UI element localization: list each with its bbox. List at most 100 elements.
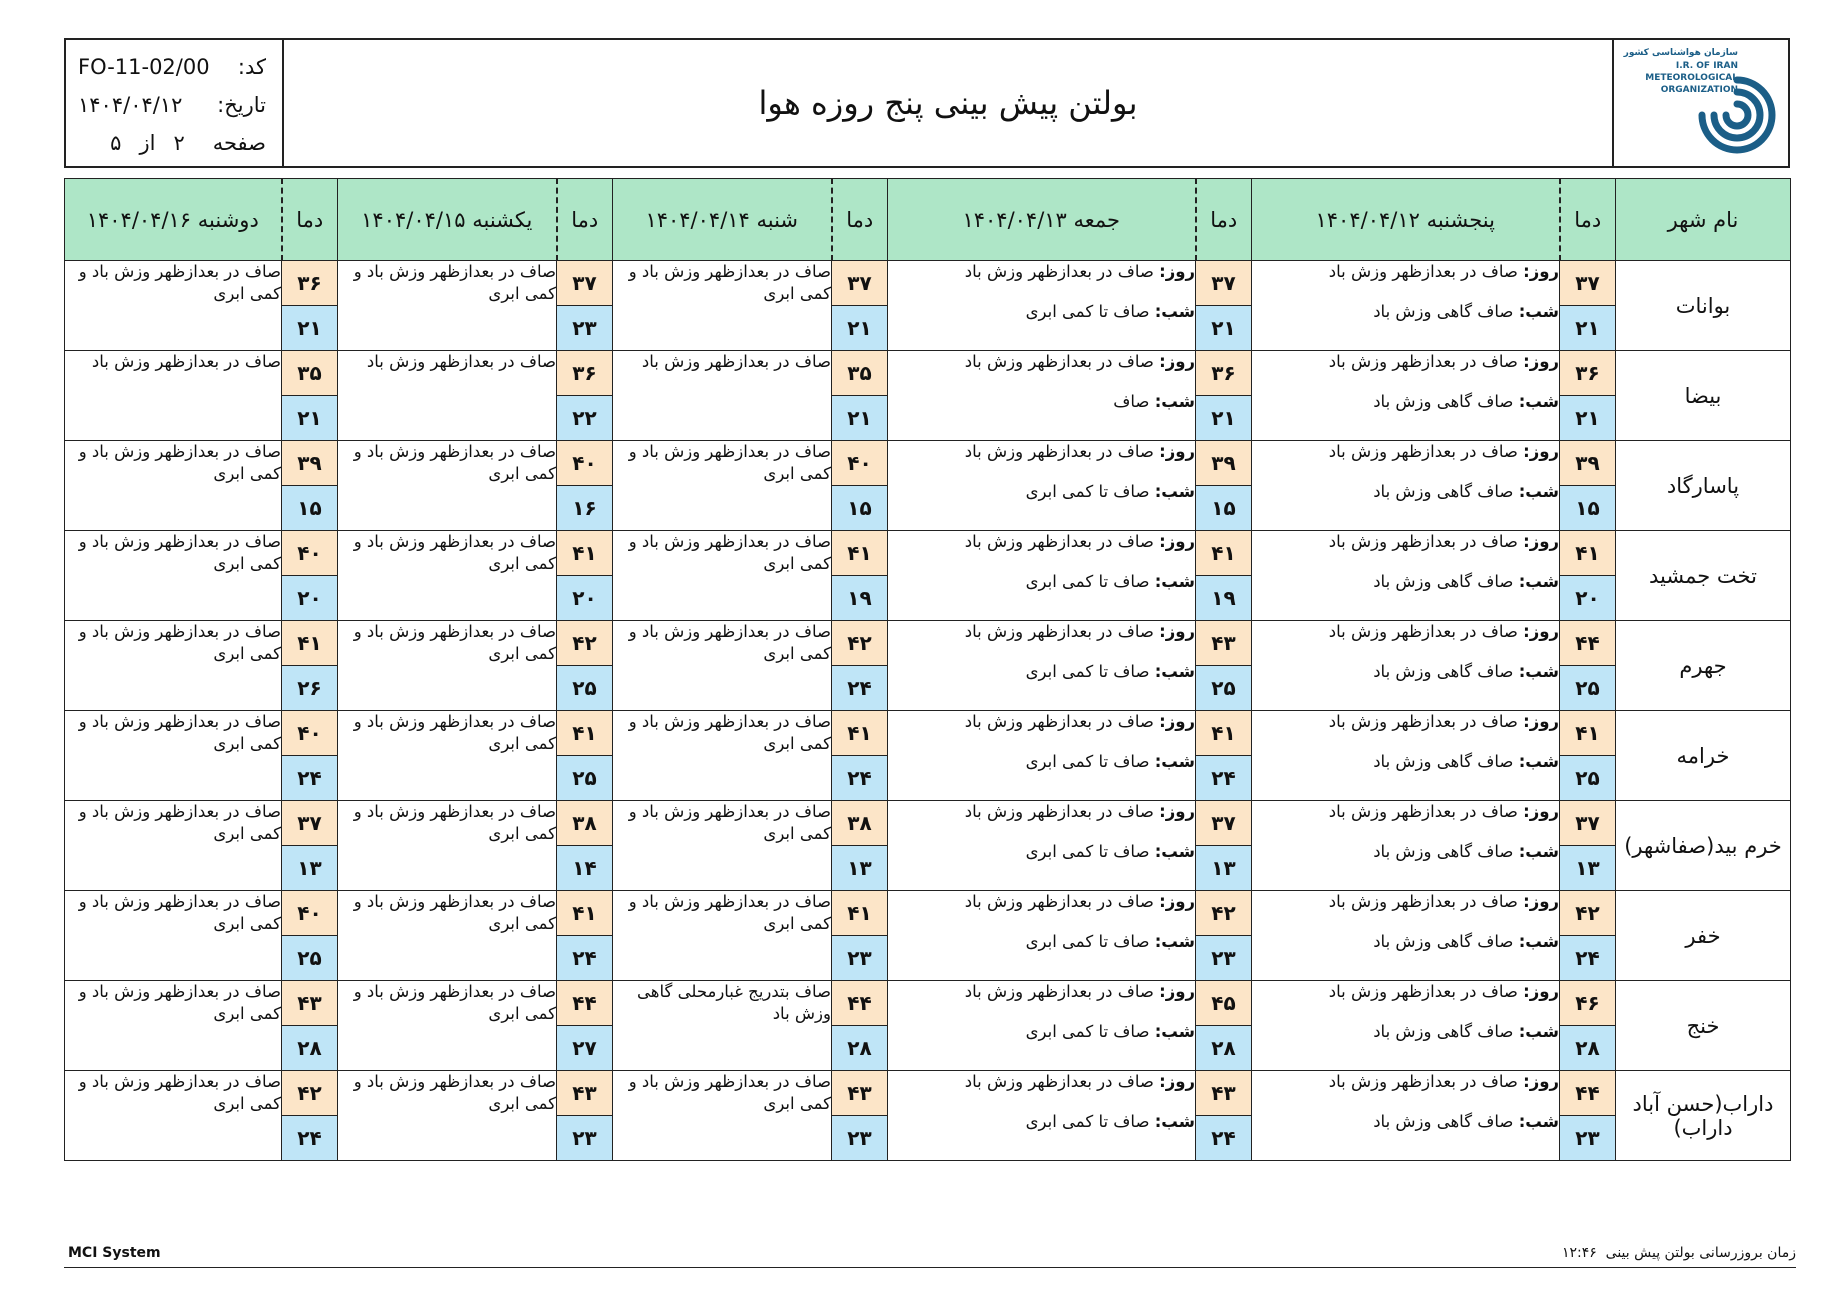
night-label: شب: (1154, 662, 1195, 681)
day-label: روز: (1159, 802, 1195, 821)
forecast-desc-cell: صاف در بعدازظهر وزش باد و کمی ابری (64, 710, 282, 801)
night-forecast: شب: صاف گاهی وزش باد (1252, 931, 1559, 953)
temp-max: ۴۰ (282, 711, 337, 756)
night-forecast: شب: صاف تا کمی ابری (888, 841, 1195, 863)
night-forecast: شب: صاف گاهی وزش باد (1252, 841, 1559, 863)
table-row: خنج ۴۶ ۲۸ روز: صاف در بعدازظهر وزش باد شب: ص… (64, 980, 1791, 1071)
city-name: داراب(حسن آباد داراب) (1632, 1091, 1774, 1140)
temp-max: ۴۱ (1560, 531, 1615, 576)
temp-min: ۱۳ (832, 846, 887, 890)
forecast-desc-cell: صاف در بعدازظهر وزش باد و کمی ابری (337, 440, 557, 531)
temp-max: ۴۲ (557, 621, 612, 666)
temp-min: ۲۱ (1560, 306, 1615, 350)
forecast-desc-cell: روز: صاف در بعدازظهر وزش باد شب: صاف گاهی… (1251, 530, 1560, 621)
forecast-desc-cell: روز: صاف در بعدازظهر وزش باد شب: صاف تا ک… (887, 260, 1196, 351)
temp-max: ۴۴ (557, 981, 612, 1026)
temp-max: ۴۰ (557, 441, 612, 486)
page-total: ۵ (110, 131, 122, 155)
temp-max: ۳۷ (832, 261, 887, 306)
temp-cell: ۴۲ ۲۴ (831, 620, 888, 711)
temp-cell: ۴۴ ۲۵ (1559, 620, 1616, 711)
temp-cell: ۳۷ ۲۱ (1195, 260, 1252, 351)
code-value: FO-11-02/00 (78, 55, 210, 79)
temp-cell: ۳۷ ۲۳ (556, 260, 613, 351)
temp-max: ۳۷ (1196, 261, 1251, 306)
temp-min: ۱۵ (282, 486, 337, 530)
forecast-desc-cell: روز: صاف در بعدازظهر وزش باد شب: صاف تا ک… (887, 440, 1196, 531)
city-name: خرم بید(صفاشهر) (1624, 833, 1782, 858)
day-forecast: روز: صاف در بعدازظهر وزش باد (888, 441, 1195, 481)
temp-cell: ۴۱ ۲۴ (1195, 710, 1252, 801)
forecast-text: صاف در بعدازظهر وزش باد و کمی ابری (78, 442, 281, 483)
day-label: روز: (1159, 532, 1195, 551)
temp-cell: ۴۲ ۲۵ (556, 620, 613, 711)
spiral-logo-icon (1698, 76, 1776, 154)
temp-min: ۲۳ (1560, 1116, 1615, 1160)
day-text: صاف در بعدازظهر وزش باد (1328, 352, 1518, 371)
night-label: شب: (1518, 842, 1559, 861)
table-row: بیضا ۳۶ ۲۱ روز: صاف در بعدازظهر وزش باد شب: … (64, 350, 1791, 441)
temp-max: ۳۷ (282, 801, 337, 846)
temp-max: ۳۵ (282, 351, 337, 396)
day-text: صاف در بعدازظهر وزش باد (1328, 442, 1518, 461)
night-text: صاف گاهی وزش باد (1373, 482, 1514, 501)
city-name-cell: داراب(حسن آباد داراب) (1615, 1070, 1791, 1161)
temp-cell: ۴۱ ۲۰ (556, 530, 613, 621)
forecast-text: صاف در بعدازظهر وزش باد و کمی ابری (78, 892, 281, 933)
temp-cell: ۴۱ ۲۶ (281, 620, 338, 711)
table-row: خرامه ۴۱ ۲۵ روز: صاف در بعدازظهر وزش باد شب:… (64, 710, 1791, 801)
temp-max: ۴۳ (1196, 621, 1251, 666)
day-text: صاف در بعدازظهر وزش باد (964, 262, 1154, 281)
temp-min: ۱۶ (557, 486, 612, 530)
night-label: شب: (1518, 1112, 1559, 1131)
night-text: صاف گاهی وزش باد (1373, 842, 1514, 861)
temp-min: ۲۵ (282, 936, 337, 980)
temp-max: ۴۱ (1560, 711, 1615, 756)
temp-cell: ۴۱ ۲۰ (1559, 530, 1616, 621)
footer-system: MCI System (68, 1245, 161, 1261)
day-forecast: روز: صاف در بعدازظهر وزش باد (1252, 801, 1559, 841)
temp-max: ۴۲ (282, 1071, 337, 1116)
temp-max: ۳۸ (557, 801, 612, 846)
date-value: ۱۴۰۴/۰۴/۱۲ (78, 93, 183, 117)
day-forecast: روز: صاف در بعدازظهر وزش باد (1252, 531, 1559, 571)
forecast-text: صاف بتدریج غبارمحلی گاهی وزش باد (637, 982, 831, 1023)
temp-min: ۲۳ (832, 1116, 887, 1160)
forecast-desc-cell: صاف در بعدازظهر وزش باد و کمی ابری (337, 800, 557, 891)
forecast-text: صاف در بعدازظهر وزش باد و کمی ابری (353, 442, 556, 483)
col-day-4: یکشنبه ۱۴۰۴/۰۴/۱۵ (337, 178, 557, 261)
temp-cell: ۴۳ ۲۴ (1195, 1070, 1252, 1161)
temp-min: ۱۳ (1560, 846, 1615, 890)
city-name: خفر (1685, 923, 1721, 948)
forecast-desc-cell: صاف در بعدازظهر وزش باد و کمی ابری (337, 260, 557, 351)
forecast-text: صاف در بعدازظهر وزش باد و کمی ابری (78, 1072, 281, 1113)
temp-min: ۲۶ (282, 666, 337, 710)
temp-min: ۲۱ (1196, 306, 1251, 350)
temp-cell: ۳۶ ۲۱ (281, 260, 338, 351)
day-text: صاف در بعدازظهر وزش باد (1328, 262, 1518, 281)
day-forecast: روز: صاف در بعدازظهر وزش باد (1252, 1071, 1559, 1111)
temp-max: ۴۶ (1560, 981, 1615, 1026)
city-name-cell: خرم بید(صفاشهر) (1615, 800, 1791, 891)
temp-max: ۳۶ (1560, 351, 1615, 396)
city-name: خرامه (1676, 743, 1730, 768)
forecast-text: صاف در بعدازظهر وزش باد (91, 352, 281, 371)
night-label: شب: (1518, 572, 1559, 591)
temp-cell: ۳۶ ۲۱ (1559, 350, 1616, 441)
temp-cell: ۳۸ ۱۴ (556, 800, 613, 891)
night-label: شب: (1518, 932, 1559, 951)
forecast-desc-cell: صاف در بعدازظهر وزش باد و کمی ابری (64, 980, 282, 1071)
temp-min: ۲۵ (1560, 756, 1615, 800)
forecast-text: صاف در بعدازظهر وزش باد و کمی ابری (78, 262, 281, 303)
city-name-cell: جهرم (1615, 620, 1791, 711)
organization-logo: سازمان هواشناسی کشور I.R. OF IRAN METEOR… (1612, 40, 1788, 166)
night-forecast: شب: صاف تا کمی ابری (888, 751, 1195, 773)
temp-cell: ۳۷ ۱۳ (281, 800, 338, 891)
temp-cell: ۴۱ ۲۵ (556, 710, 613, 801)
night-text: صاف تا کمی ابری (1025, 1112, 1150, 1131)
night-text: صاف تا کمی ابری (1025, 1022, 1150, 1041)
forecast-text: صاف در بعدازظهر وزش باد و کمی ابری (353, 622, 556, 663)
day-text: صاف در بعدازظهر وزش باد (964, 622, 1154, 641)
night-forecast: شب: صاف تا کمی ابری (888, 481, 1195, 503)
day-label: روز: (1523, 1072, 1559, 1091)
